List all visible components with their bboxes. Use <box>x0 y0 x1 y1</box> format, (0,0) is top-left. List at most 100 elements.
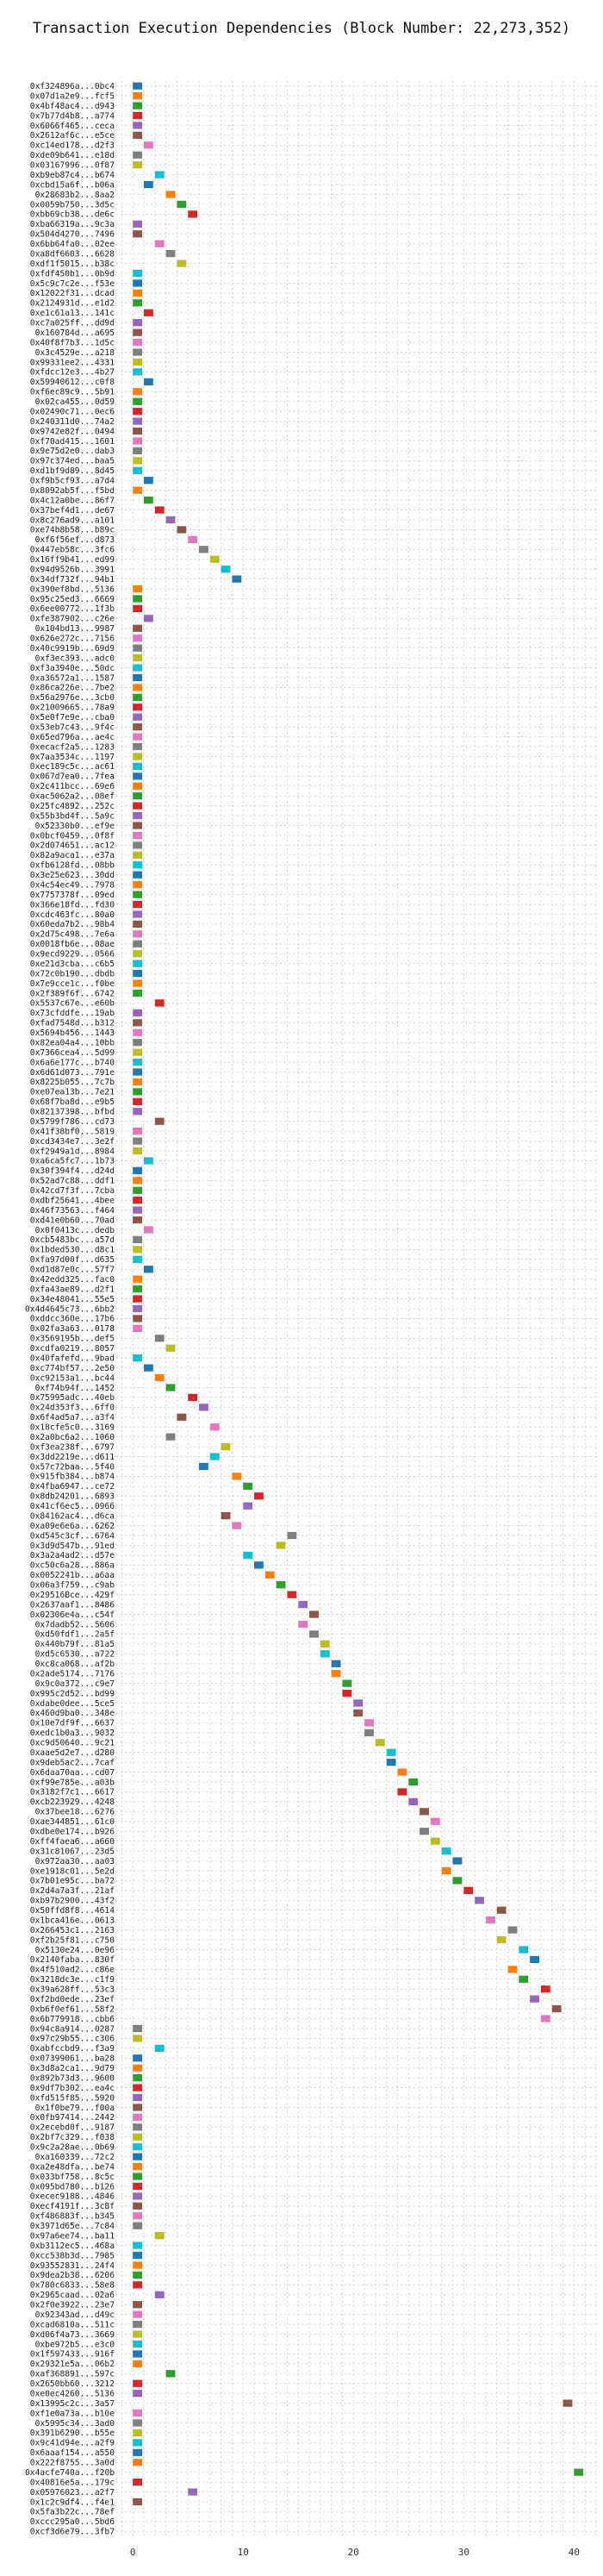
y-tick-label: 0x5799f786...cd73 <box>30 1117 115 1127</box>
execution-bar <box>133 1029 143 1036</box>
y-tick-label: 0x0f0413c...dedb <box>35 1226 115 1235</box>
y-tick-label: 0x82ea04a4...10bb <box>30 1038 115 1047</box>
execution-bar <box>144 1266 153 1273</box>
y-tick-label: 0x42edd325...fac0 <box>30 1275 115 1285</box>
y-tick-label: 0x440b79f...81a5 <box>35 1640 115 1649</box>
y-tick-label: 0x03167996...0f87 <box>30 161 115 171</box>
y-tick-label: 0xecf4191f...3c8f <box>30 2202 115 2211</box>
y-tick-label: 0x3182f7c1...6617 <box>30 1788 115 1798</box>
y-tick-label: 0x60eda7b2...98b4 <box>30 920 115 929</box>
y-tick-label: 0x3569195b...def5 <box>30 1335 115 1344</box>
y-tick-label: 0x6f4ad5a7...a3f4 <box>30 1413 115 1422</box>
y-tick-label: 0x86ca226e...7be2 <box>30 684 115 693</box>
y-tick-label: 0x1f0be79...f00a <box>35 2104 115 2113</box>
execution-bar <box>133 2271 143 2279</box>
y-tick-label: 0x2637aaf1...8486 <box>30 1600 115 1610</box>
y-tick-label: 0xfa43ae89...d2f1 <box>30 1285 115 1294</box>
y-tick-label: 0x02ca455...0d59 <box>35 397 115 407</box>
x-tick-label: 0 <box>130 2547 136 2558</box>
y-tick-label: 0x067d7ea0...7fea <box>30 772 115 782</box>
y-tick-label: 0x9dea2b38...6206 <box>30 2271 115 2280</box>
execution-bar <box>232 1472 242 1480</box>
y-tick-label: 0x50ffd8f8...4614 <box>30 1906 115 1916</box>
y-tick-label: 0x02fa3a63...0178 <box>30 1324 115 1334</box>
execution-bar <box>133 220 143 228</box>
execution-bar <box>133 1166 143 1174</box>
execution-bar <box>133 2182 143 2191</box>
y-tick-label: 0x6ee00772...1f3b <box>30 604 115 614</box>
y-tick-label: 0xf3ec393...adc0 <box>35 653 115 663</box>
execution-bar <box>133 2448 143 2456</box>
y-tick-label: 0xec189c5c...ac61 <box>30 762 115 772</box>
y-tick-label: 0xf74b94f...1452 <box>35 1384 115 1393</box>
execution-bar <box>133 1048 143 1056</box>
execution-bar <box>177 526 187 534</box>
execution-bar <box>133 1058 143 1066</box>
y-tick-label: 0x5694b456...1443 <box>30 1029 115 1038</box>
y-tick-label: 0x95c25ed3...6669 <box>30 595 115 604</box>
execution-bar <box>133 2301 143 2309</box>
execution-bar <box>430 1837 440 1845</box>
y-tick-label: 0x4c12a0be...86f7 <box>30 496 115 505</box>
y-tick-label: 0xf3a3940e...50dc <box>30 664 115 673</box>
execution-bar <box>133 2330 143 2338</box>
y-tick-label: 0x266453c1...2163 <box>30 1926 115 1935</box>
execution-bar <box>133 831 143 840</box>
y-tick-label: 0x92343ad...d49c <box>35 2310 115 2320</box>
execution-bar <box>452 1857 463 1865</box>
execution-bar <box>342 1679 352 1687</box>
execution-bar <box>154 1373 165 1382</box>
execution-bar <box>133 2093 143 2102</box>
execution-bar <box>209 555 220 563</box>
x-tick-label: 20 <box>348 2547 359 2558</box>
y-tick-label: 0x366e18fd...fd30 <box>30 900 115 910</box>
y-tick-label: 0x0059b750...3d5c <box>30 200 115 209</box>
y-tick-label: 0x10e7df9f...6637 <box>30 1719 115 1729</box>
execution-bar <box>540 2015 550 2023</box>
y-tick-label: 0x4f510ad2...c86e <box>30 1966 115 1975</box>
y-tick-label: 0x892b73d3...9600 <box>30 2073 115 2083</box>
execution-bar <box>199 1404 208 1411</box>
y-tick-label: 0x6066f465...ceca <box>30 122 115 131</box>
y-tick-label: 0xcf3d6e79...3fb7 <box>30 2528 115 2537</box>
y-tick-label: 0x240311d0...74a2 <box>30 417 115 427</box>
y-tick-label: 0xc774bf57...2e50 <box>30 1364 115 1373</box>
y-tick-label: 0x2d4a7a3f...21af <box>30 1886 115 1896</box>
execution-bar <box>133 397 143 405</box>
execution-bar <box>133 408 143 416</box>
y-tick-label: 0xecec9188...4846 <box>30 2192 115 2202</box>
y-tick-label: 0xf99e785e...a03b <box>30 1778 115 1787</box>
x-tick-labels: 0 10 20 30 40 <box>130 2547 580 2558</box>
execution-bar <box>133 2429 143 2437</box>
y-tick-label: 0x34df732f...94b1 <box>30 575 115 585</box>
execution-bar <box>133 151 143 159</box>
y-tick-label: 0x6a6e177c...b740 <box>30 1058 115 1067</box>
y-tick-label: 0x07d1a2e9...fcf5 <box>30 91 115 101</box>
y-tick-label: 0x915fb384...b874 <box>30 1472 115 1482</box>
execution-bar <box>298 1601 308 1609</box>
y-tick-label: 0x2140faba...830f <box>30 1955 115 1965</box>
y-tick-label: 0x0fb97414...2442 <box>30 2113 115 2123</box>
y-tick-label: 0x97c29b55...c306 <box>30 2035 115 2044</box>
y-tick-label: 0x55b3bd4f...5a9c <box>30 811 115 821</box>
y-tick-label: 0xcbd15a6f...b06a <box>30 180 115 190</box>
y-tick-label: 0x75995adc...40eb <box>30 1393 115 1403</box>
execution-bar <box>133 2360 143 2367</box>
y-tick-label: 0x9ecd9229...0566 <box>30 950 115 960</box>
y-tick-label: 0x391b6290...b55e <box>30 2429 115 2438</box>
execution-bar <box>177 200 187 209</box>
execution-bar <box>165 191 176 198</box>
y-tick-label: 0xf9b5cf93...a7d4 <box>30 477 115 486</box>
y-tick-label: 0xedc1b0a3...9032 <box>30 1729 115 1738</box>
execution-bar <box>209 1423 220 1431</box>
execution-bar <box>133 122 143 129</box>
execution-bar <box>264 1571 275 1579</box>
execution-bar <box>221 1443 231 1451</box>
execution-bar <box>209 1453 220 1460</box>
execution-bar <box>133 1275 143 1283</box>
execution-bar <box>133 2222 143 2229</box>
execution-bar <box>133 2390 143 2398</box>
execution-bar <box>133 368 143 376</box>
execution-bar <box>309 1610 319 1618</box>
y-tick-label: 0xe07ea13b...7e21 <box>30 1088 115 1097</box>
